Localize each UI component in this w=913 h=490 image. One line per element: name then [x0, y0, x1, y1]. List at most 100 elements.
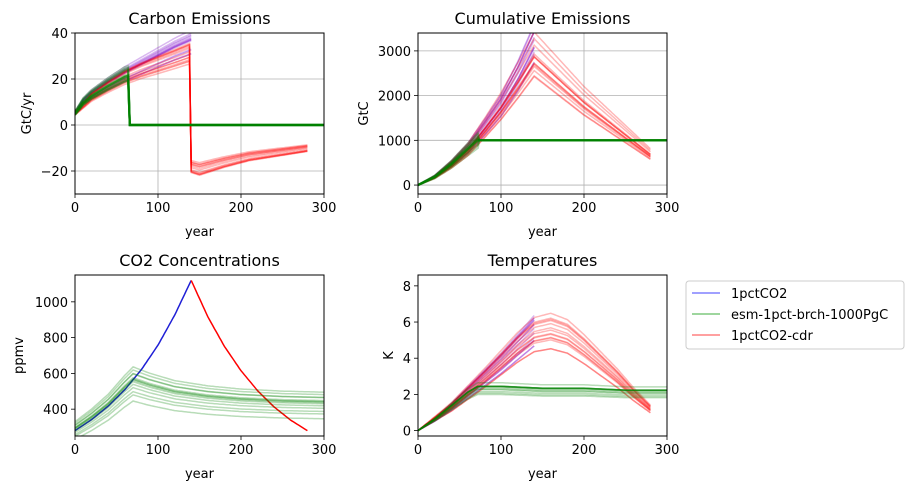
series-line-1pctCO2	[418, 327, 535, 432]
series-line-esm-1pct-brch-1000PgC	[75, 378, 324, 429]
x-axis-label: year	[185, 225, 215, 240]
x-tick-label: 0	[414, 443, 422, 458]
series-line-1pctCO2	[75, 35, 192, 113]
series-line-1pctCO2-cdr	[418, 33, 651, 186]
series-line-esm-1pct-brch-1000PgC	[418, 138, 667, 187]
y-tick-label: 600	[43, 367, 68, 382]
series-line-esm-1pct-brch-1000PgC	[75, 74, 324, 127]
series-line-esm-1pct-brch-1000PgC	[75, 79, 324, 127]
series-line-1pctCO2	[418, 345, 535, 432]
series-line-esm-1pct-brch-1000PgC	[418, 139, 667, 187]
series-line-1pctCO2-cdr	[75, 56, 308, 168]
series-line-1pctCO2	[75, 39, 192, 114]
x-axis-label: year	[528, 225, 558, 240]
series-line-esm-1pct-brch-1000PgC	[418, 386, 667, 432]
series-line-esm-1pct-brch-1000PgC	[75, 76, 324, 127]
series-line-esm-1pct-brch-1000PgC	[75, 78, 324, 127]
series-line-esm-1pct-brch-1000PgC	[418, 385, 667, 432]
series-line-1pctCO2	[418, 61, 535, 186]
series-line-esm-1pct-brch-1000PgC	[75, 74, 324, 127]
series-line-1pctCO2-cdr	[75, 43, 308, 176]
series-line-esm-1pct-brch-1000PgC	[75, 390, 324, 436]
series-line-1pctCO2	[418, 51, 535, 186]
x-tick-label: 0	[414, 201, 422, 216]
series-line-esm-1pct-brch-1000PgC	[418, 135, 667, 187]
series-line-esm-1pct-brch-1000PgC	[75, 74, 324, 127]
x-tick-label: 200	[572, 443, 597, 458]
series-line-1pctCO2	[75, 33, 192, 113]
series-line-1pctCO2	[418, 46, 535, 186]
series-line-esm-1pct-brch-1000PgC	[75, 73, 324, 127]
panel-emissions: 0 100 200 300 −20 0 20 40 Carbon Emissions year Gt…	[20, 9, 336, 240]
series-line-esm-1pct-brch-1000PgC	[418, 387, 667, 432]
series-line-1pctCO2	[418, 33, 535, 186]
series-line-1pctCO2-cdr	[418, 347, 651, 432]
series-line-1pctCO2	[418, 332, 535, 432]
series-line-esm-1pct-brch-1000PgC	[418, 390, 667, 432]
series-line-1pctCO2	[418, 324, 535, 432]
panel-temperature: 0 100 200 300 0 2 4 6 8 Temperatures year K	[382, 251, 679, 482]
series-line-esm-1pct-brch-1000PgC	[75, 376, 324, 428]
series-line-1pctCO2-cdr	[418, 333, 651, 432]
x-tick-label: 100	[489, 201, 514, 216]
series-line-1pctCO2	[418, 323, 535, 432]
series-line-1pctCO2-cdr	[418, 329, 651, 432]
series-line-1pctCO2	[418, 46, 535, 186]
series-line-esm-1pct-brch-1000PgC	[75, 73, 324, 127]
series-line-1pctCO2-cdr	[75, 60, 308, 165]
y-axis-label: GtC	[357, 101, 372, 125]
y-tick-label: 6	[403, 316, 411, 331]
series-line-1pctCO2	[418, 314, 535, 432]
x-tick-label: 200	[572, 201, 597, 216]
series-line-esm-1pct-brch-1000PgC	[418, 389, 667, 432]
series-line-1pctCO2	[75, 38, 192, 114]
x-tick-label: 100	[489, 443, 514, 458]
y-tick-label: 400	[43, 403, 68, 418]
x-axis-label: year	[185, 467, 215, 482]
series-line-esm-1pct-brch-1000PgC	[418, 139, 667, 187]
series-line-1pctCO2	[75, 33, 188, 112]
series-line-1pctCO2	[418, 319, 535, 432]
series-line-1pctCO2-cdr	[418, 65, 651, 186]
series-line-1pctCO2-cdr	[418, 62, 651, 186]
series-line-1pctCO2	[418, 339, 535, 432]
series-line-1pctCO2-cdr	[418, 317, 651, 432]
series-line-1pctCO2	[418, 337, 535, 432]
y-axis-label: ppmv	[12, 337, 27, 374]
series-line-1pctCO2	[75, 280, 192, 432]
series-line-1pctCO2	[418, 36, 535, 186]
chart-title: Carbon Emissions	[128, 9, 270, 28]
series-line-esm-1pct-brch-1000PgC	[418, 393, 667, 432]
legend: 1pctCO2 esm-1pct-brch-1000PgC 1pctCO2-cdr	[685, 280, 905, 350]
series-line-esm-1pct-brch-1000PgC	[75, 66, 324, 127]
series-line-1pctCO2-cdr	[190, 280, 308, 432]
y-tick-label: 2000	[378, 90, 411, 105]
x-tick-label: 300	[655, 201, 680, 216]
series-line-1pctCO2	[418, 39, 535, 186]
series-line-esm-1pct-brch-1000PgC	[418, 136, 667, 187]
series-line-1pctCO2-cdr	[418, 55, 651, 186]
series-line-1pctCO2-cdr	[418, 336, 651, 432]
series-line-esm-1pct-brch-1000PgC	[75, 386, 324, 434]
series-line-1pctCO2	[75, 48, 192, 115]
x-tick-label: 100	[146, 201, 171, 216]
x-tick-label: 300	[655, 443, 680, 458]
series-line-1pctCO2-cdr	[75, 58, 308, 166]
series-line-1pctCO2-cdr	[418, 318, 651, 432]
series-group	[75, 33, 324, 177]
series-group	[418, 312, 667, 432]
series-line-esm-1pct-brch-1000PgC	[75, 366, 324, 423]
series-line-1pctCO2	[75, 37, 192, 114]
series-line-1pctCO2	[418, 317, 535, 432]
series-line-1pctCO2-cdr	[418, 348, 651, 432]
series-line-esm-1pct-brch-1000PgC	[418, 385, 667, 432]
y-tick-label: 800	[43, 332, 68, 347]
series-line-1pctCO2	[75, 36, 192, 113]
series-line-esm-1pct-brch-1000PgC	[418, 138, 667, 187]
series-line-1pctCO2-cdr	[75, 56, 308, 168]
y-tick-label: 0	[403, 425, 411, 440]
series-line-1pctCO2	[418, 345, 535, 432]
series-line-esm-1pct-brch-1000PgC	[418, 392, 667, 432]
series-line-1pctCO2-cdr	[418, 69, 651, 186]
